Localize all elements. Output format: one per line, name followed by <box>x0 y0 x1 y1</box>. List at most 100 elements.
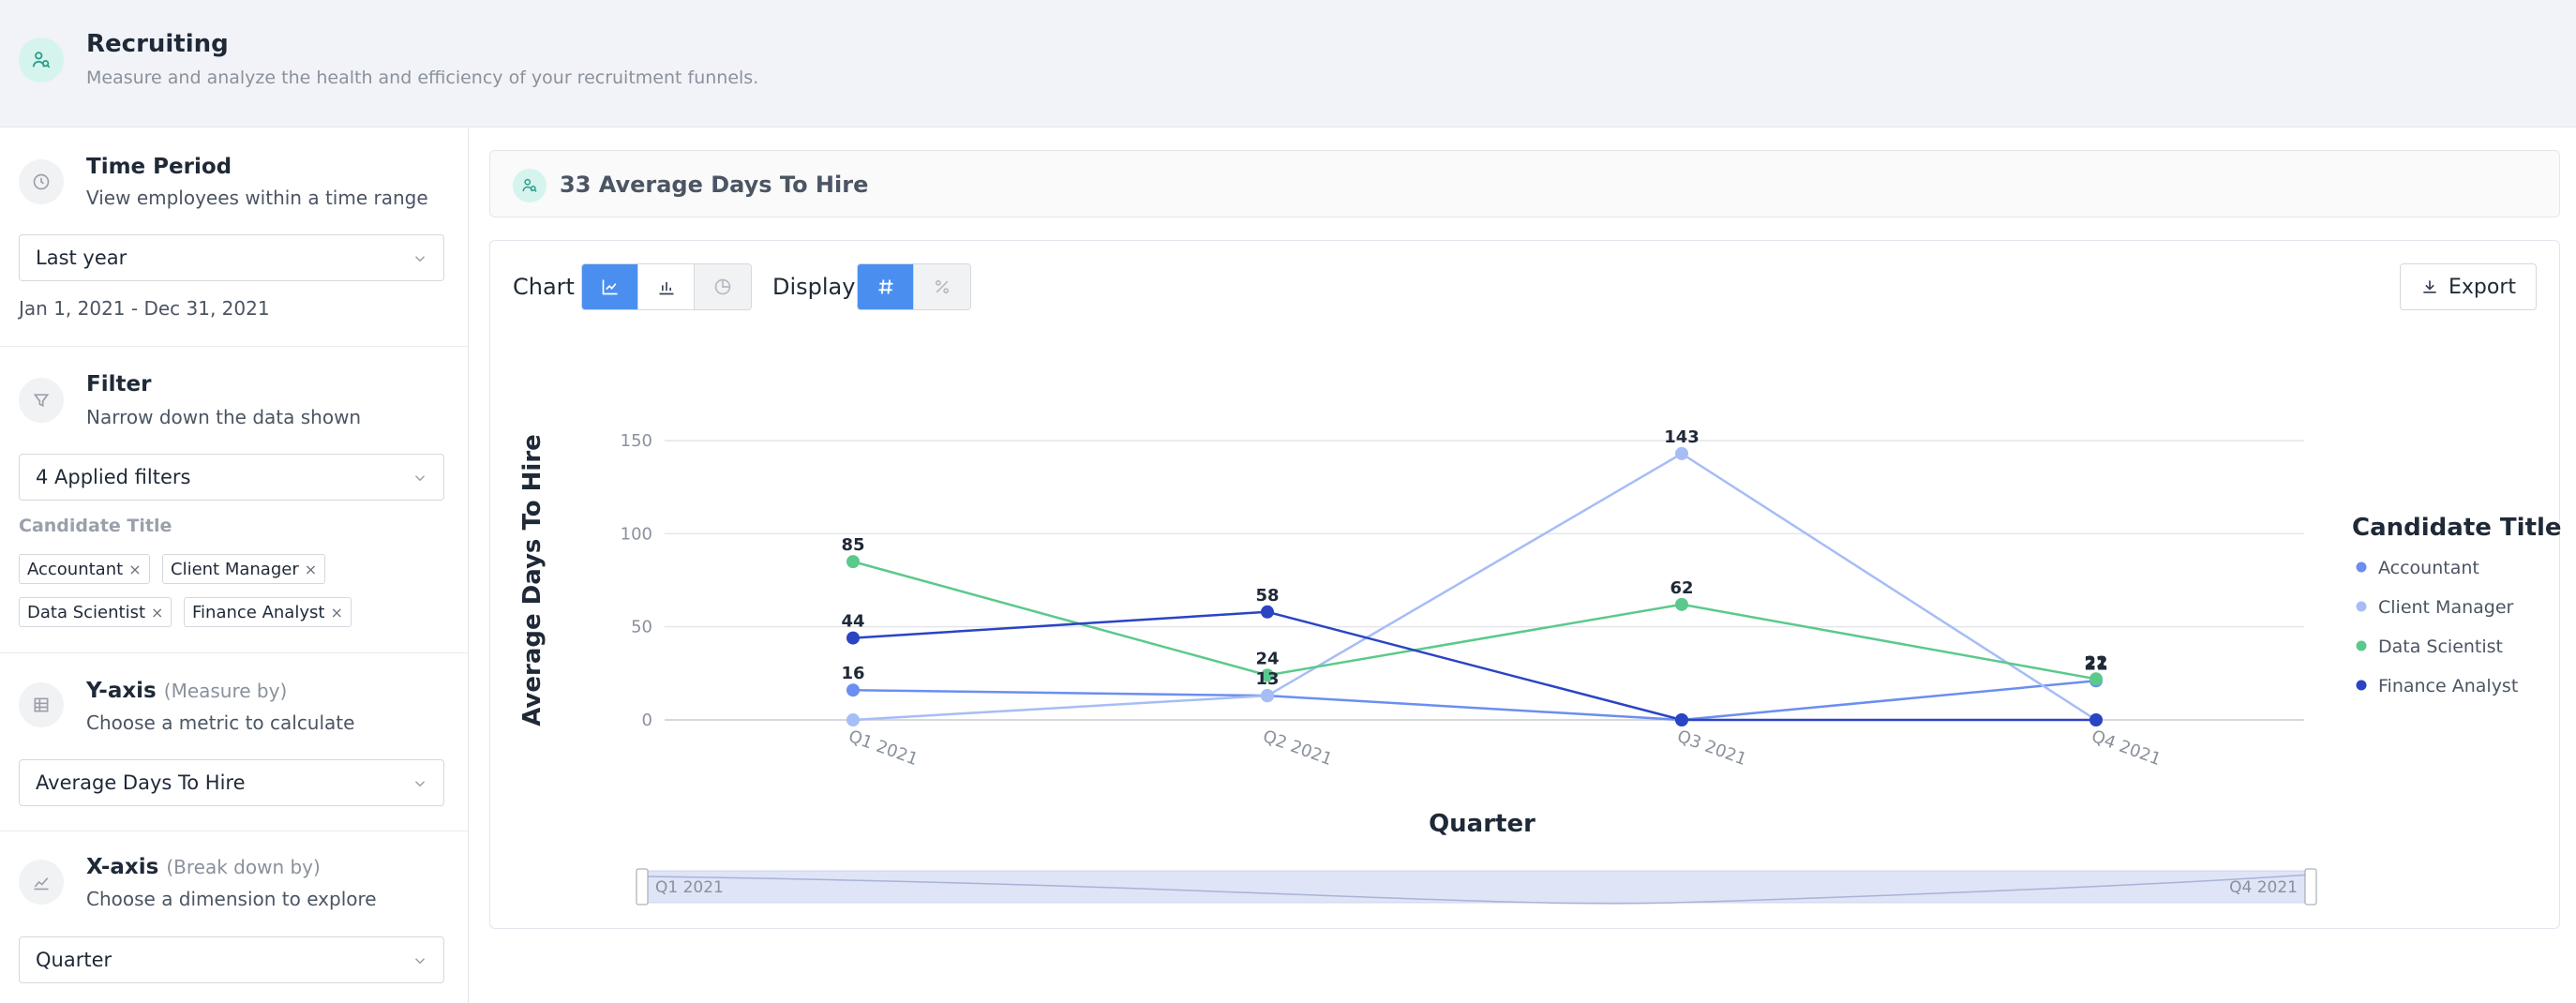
funnel-icon <box>19 378 64 423</box>
x-axis-title: Quarter <box>1429 810 1535 838</box>
x-tick-label: Q4 2021 <box>2089 726 2164 770</box>
zoom-preview-line <box>641 874 2312 905</box>
filter-chip-finance-analyst: Finance Analyst × <box>184 597 352 627</box>
close-icon[interactable]: × <box>304 560 318 578</box>
y-tick-label: 100 <box>621 524 652 544</box>
pie-chart-button[interactable] <box>695 264 751 309</box>
x-axis-title-text: X-axis <box>86 855 159 879</box>
close-icon[interactable]: × <box>128 560 142 578</box>
kpi-card: 33 Average Days To Hire <box>489 150 2560 217</box>
recruiting-people-icon <box>19 37 64 82</box>
data-point <box>846 631 860 645</box>
x-axis-subtitle: Choose a dimension to explore <box>86 888 377 910</box>
recruiting-people-icon <box>513 169 547 202</box>
filter-group-label: Candidate Title <box>19 516 172 536</box>
series-line <box>852 452 2097 722</box>
line-chart-button[interactable] <box>582 264 638 309</box>
filter-chip-data-scientist: Data Scientist × <box>19 597 172 627</box>
line-chart-icon <box>19 860 64 905</box>
time-period-select[interactable]: Last year <box>19 234 444 281</box>
data-label: 58 <box>1255 586 1279 606</box>
chart-type-group <box>581 263 752 310</box>
line-chart-icon <box>602 279 617 295</box>
y-tick-label: 0 <box>642 711 652 730</box>
data-label: 13 <box>1255 669 1279 689</box>
x-tick-label: Q1 2021 <box>846 726 921 770</box>
chevron-down-icon <box>414 781 426 787</box>
x-tick-label: Q3 2021 <box>1674 726 1749 770</box>
filter-chip-client-manager: Client Manager × <box>162 554 326 584</box>
bar-chart-button[interactable] <box>638 264 695 309</box>
clock-icon <box>19 159 64 204</box>
percent-display-button[interactable] <box>914 264 970 309</box>
filter-select[interactable]: 4 Applied filters <box>19 454 444 501</box>
close-icon[interactable]: × <box>151 603 164 621</box>
zoom-handle-left[interactable] <box>636 868 649 906</box>
sidebar: Time Period View employees within a time… <box>0 128 469 1003</box>
filter-chip-accountant: Accountant × <box>19 554 150 584</box>
y-axis-qualifier: (Measure by) <box>163 680 288 702</box>
legend-marker <box>2356 680 2367 691</box>
x-axis-select[interactable]: Quarter <box>19 936 444 983</box>
data-point <box>2089 713 2103 726</box>
data-label: 62 <box>1670 578 1693 598</box>
zoom-end-label: Q4 2021 <box>2229 878 2298 897</box>
y-axis-title-text: Y-axis <box>86 679 157 703</box>
y-axis-title: Average Days To Hire <box>518 434 547 726</box>
data-point <box>1675 597 1688 611</box>
chevron-down-icon <box>414 958 426 965</box>
table-icon <box>19 682 64 727</box>
chip-label: Client Manager <box>171 559 299 579</box>
chip-label: Finance Analyst <box>192 602 325 622</box>
data-point <box>2089 672 2103 686</box>
data-point <box>1261 689 1274 703</box>
close-icon[interactable]: × <box>330 603 343 621</box>
download-icon <box>2423 280 2436 293</box>
data-label: 143 <box>1664 427 1700 447</box>
data-label: 85 <box>841 535 864 555</box>
y-axis-select[interactable]: Average Days To Hire <box>19 759 444 806</box>
export-button[interactable]: Export <box>2400 263 2537 310</box>
data-label: 24 <box>1255 649 1279 668</box>
time-period-subtitle: View employees within a time range <box>86 187 428 209</box>
y-axis-subtitle: Choose a metric to calculate <box>86 711 355 734</box>
y-axis-title: Y-axis (Measure by) <box>86 679 287 703</box>
series-line <box>852 560 2097 681</box>
kpi-value: 33 Average Days To Hire <box>560 172 869 198</box>
display-label: Display <box>772 274 856 300</box>
data-label: 16 <box>841 664 864 683</box>
x-axis-value: Quarter <box>36 949 112 971</box>
legend-marker <box>2356 601 2367 612</box>
data-label: 21 <box>2084 654 2107 674</box>
data-point <box>1261 605 1274 619</box>
chevron-down-icon <box>414 256 426 262</box>
app-header: Recruiting Measure and analyze the healt… <box>0 0 2576 127</box>
legend-marker <box>2356 640 2367 651</box>
legend-label: Finance Analyst <box>2378 676 2518 696</box>
data-point <box>846 713 860 726</box>
export-label: Export <box>2448 275 2516 299</box>
legend-title: Candidate Title <box>2352 514 2561 542</box>
data-point <box>1675 446 1688 460</box>
number-display-button[interactable] <box>858 264 914 309</box>
hash-icon <box>878 279 892 294</box>
page-title: Recruiting <box>86 30 229 58</box>
chip-label: Accountant <box>27 559 124 579</box>
chevron-down-icon <box>414 475 426 482</box>
data-point <box>846 683 860 697</box>
zoom-handle-right[interactable] <box>2304 868 2317 906</box>
series-line <box>852 610 2096 722</box>
bar-chart-icon <box>659 282 673 295</box>
data-point <box>846 555 860 569</box>
chart-type-label: Chart <box>513 274 575 300</box>
data-label: 44 <box>841 612 864 632</box>
x-axis-qualifier: (Break down by) <box>166 856 321 878</box>
legend-label: Accountant <box>2378 558 2479 578</box>
display-type-group <box>857 263 971 310</box>
data-point <box>1675 713 1688 726</box>
y-tick-label: 50 <box>631 618 652 637</box>
data-label: 22 <box>2084 652 2107 672</box>
zoom-start-label: Q1 2021 <box>655 878 724 897</box>
pie-chart-icon <box>714 278 731 295</box>
zoom-slider <box>641 870 2312 904</box>
